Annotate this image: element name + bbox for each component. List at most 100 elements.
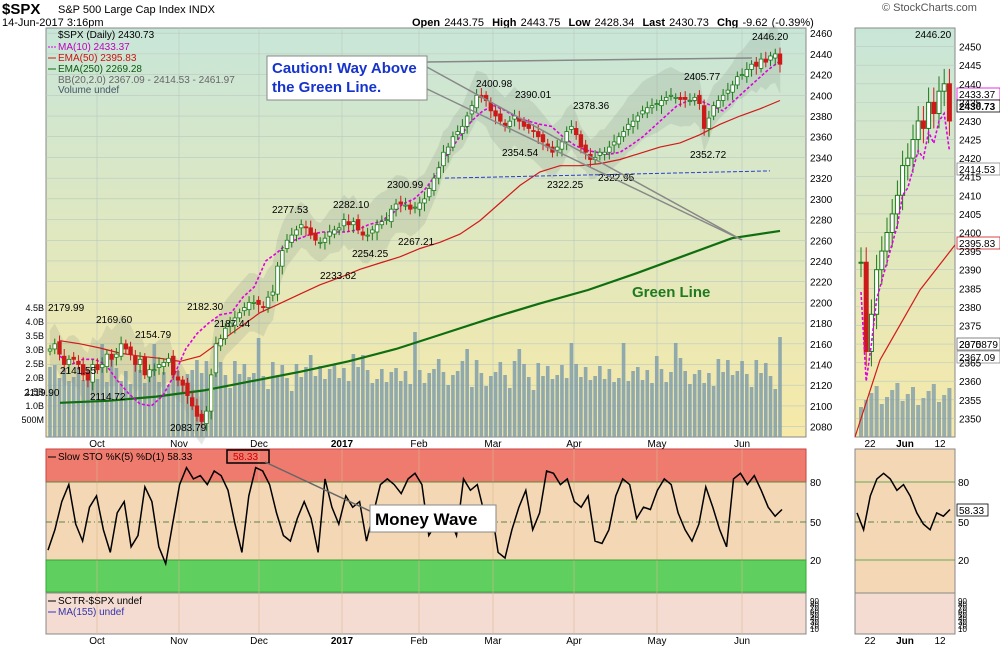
volume-bar (356, 367, 360, 437)
volume-bar (361, 355, 365, 437)
volume-bar (422, 383, 427, 437)
volume-bar (204, 361, 209, 437)
price-annotation: 2083.79 (170, 423, 207, 434)
volume-bar (545, 366, 550, 437)
volume-bar (332, 365, 337, 437)
sctr-y-tick-label: 40 (810, 615, 819, 624)
candle-body (90, 364, 95, 383)
sto-legend: Slow STO %K(5) %D(1) 58.33 58.33 (48, 449, 270, 464)
volume-bar (133, 357, 138, 437)
volume-bar (612, 382, 616, 437)
inset-y-tick-label: 2440 (959, 80, 982, 91)
caution-pointer-1 (424, 65, 743, 241)
candle-body (327, 231, 332, 237)
candle-body (630, 120, 636, 127)
inset-candle-body (858, 261, 864, 264)
price-annotation: 2119.90 (24, 388, 60, 399)
volume-bar (275, 375, 280, 437)
money-wave-pointer (264, 461, 373, 513)
price-y-tick-label: 2100 (810, 402, 833, 413)
candle-body (71, 356, 76, 360)
inset-volume-bar (916, 405, 921, 437)
candle-body (95, 364, 100, 371)
inset-volume-bar (931, 384, 936, 437)
inset-y-tick-label: 2400 (959, 229, 982, 240)
inset-y-tick-label: 2380 (959, 303, 982, 314)
volume-bar (579, 377, 583, 437)
volume-bar (526, 377, 531, 437)
inset-x-tick-label: 22 (864, 439, 876, 450)
volume-bar (308, 355, 313, 437)
price-annotation: 2322.25 (547, 180, 584, 191)
volume-bar (441, 372, 446, 437)
volume-bar (237, 374, 242, 437)
candle-body (739, 74, 745, 76)
volume-tick-label: 500M (21, 415, 44, 425)
price-annotation: 2114.72 (90, 392, 126, 403)
candle-body (445, 146, 451, 155)
price-annotation: 2169.60 (96, 315, 133, 326)
sctr-legend: SCTR-$SPX undef MA(155) undef (48, 596, 142, 618)
volume-bar (176, 371, 180, 437)
volume-bar (493, 372, 498, 437)
price-y-tick-label: 2380 (810, 112, 833, 123)
volume-bar (195, 360, 199, 437)
volume-bar (294, 364, 299, 437)
volume-bar (81, 380, 85, 437)
candle-body (701, 105, 707, 129)
candle-body (171, 355, 176, 376)
volume-bar (711, 386, 716, 437)
volume-bar (555, 375, 560, 437)
volume-bar (436, 359, 441, 437)
sctr-y-tick-label: 80 (810, 601, 819, 610)
inset-sctr-y-tick-label: 50 (958, 611, 967, 620)
money-wave-callout: Money Wave (264, 461, 497, 533)
candle-body (128, 346, 133, 355)
price-y-tick-label: 2420 (810, 71, 833, 82)
candle-body (317, 241, 323, 244)
candle-body (403, 204, 408, 207)
legend-bb: BB(20,2.0) 2367.09 - 2414.53 - 2461.97 (58, 75, 235, 86)
candle-body (725, 89, 731, 94)
volume-bar (626, 381, 631, 437)
inset-candle-body (926, 101, 932, 129)
sctr-ma-label: MA(155) undef (58, 607, 124, 618)
sto-oversold-band (45, 559, 807, 593)
candle-body (280, 250, 285, 267)
candle-body (493, 110, 498, 117)
volume-bar (380, 369, 384, 437)
inset-volume-bar (885, 397, 889, 437)
inset-candle-body (879, 250, 885, 271)
volume-bar (455, 371, 460, 437)
inset-volume-bar (900, 401, 905, 437)
inset-candle-body (920, 120, 926, 129)
price-y-tick-label: 2160 (810, 340, 833, 351)
candle-body (379, 221, 385, 226)
volume-bar (498, 362, 503, 437)
candle-body (208, 374, 214, 412)
candle-body (270, 291, 275, 296)
candle-body (284, 239, 290, 249)
candle-body (621, 131, 626, 138)
caution-callout: Caution! Way Above the Green Line. (266, 55, 753, 241)
volume-tick-label: 3.5B (25, 331, 44, 341)
volume-bar (86, 370, 90, 437)
candle-body (341, 219, 347, 227)
inset-sctr-y-tick-label: 70 (958, 604, 967, 613)
candle-body (85, 372, 91, 381)
volume-bar (318, 366, 322, 437)
volume-bar (289, 391, 294, 437)
volume-bar (531, 390, 536, 437)
price-y-tick-label: 2360 (810, 133, 833, 144)
candle-body (645, 107, 650, 114)
inset-candle-body (874, 269, 880, 315)
candle-body (336, 227, 342, 231)
volume-bar (384, 382, 389, 437)
inset-high-label: 2446.20 (915, 30, 952, 41)
inset-volume-bar (911, 387, 915, 437)
volume-bar (645, 370, 650, 437)
candle-body (649, 105, 655, 109)
candle-body (303, 226, 309, 229)
volume-bar (218, 362, 223, 437)
candle-body (564, 131, 569, 143)
